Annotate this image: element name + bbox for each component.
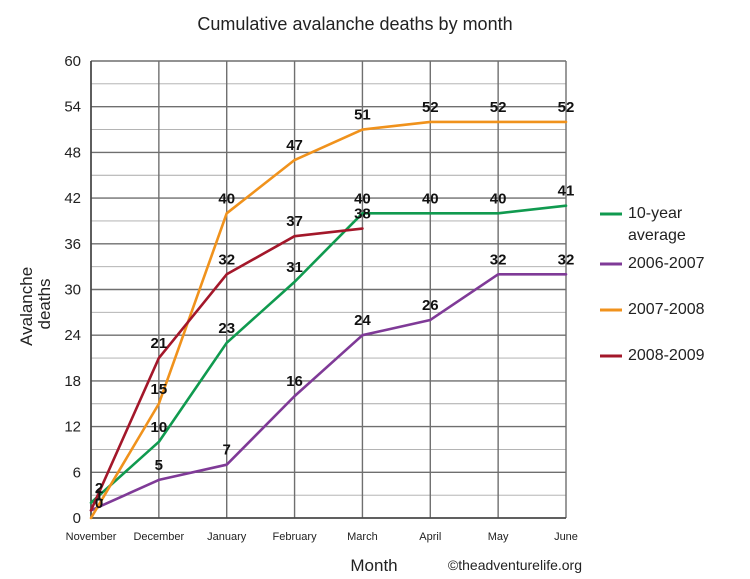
legend-label: 2006-2007 <box>628 255 705 272</box>
data-label: 32 <box>490 251 507 268</box>
data-label: 52 <box>558 99 575 116</box>
data-label: 40 <box>422 190 439 207</box>
data-label: 41 <box>558 183 575 200</box>
data-label: 37 <box>286 213 303 230</box>
y-axis-ticks: 0 6 12 18 24 30 36 42 48 54 60 <box>64 53 81 527</box>
y-tick-label: 18 <box>64 373 81 390</box>
legend: 10-year average 2006-2007 2007-2008 2008-200… <box>600 205 705 364</box>
y-tick-label: 36 <box>64 236 81 253</box>
x-tick-label: December <box>133 531 184 543</box>
data-label: 51 <box>354 107 371 124</box>
y-tick-label: 48 <box>64 144 81 161</box>
series-line-10-year-average <box>89 204 568 505</box>
x-tick-label: March <box>347 531 378 543</box>
data-label: 24 <box>354 312 371 329</box>
data-label: 26 <box>422 297 439 314</box>
data-label: 40 <box>354 190 371 207</box>
series-lines <box>89 120 568 520</box>
data-label: 38 <box>354 206 371 223</box>
x-tick-label: February <box>273 531 318 543</box>
data-label: 5 <box>155 457 163 474</box>
y-tick-label: 6 <box>73 464 81 481</box>
x-tick-label: November <box>66 531 117 543</box>
data-label: 0 <box>95 495 103 512</box>
data-label: 32 <box>218 251 235 268</box>
data-label: 15 <box>151 381 168 398</box>
y-tick-label: 60 <box>64 53 81 70</box>
data-label: 32 <box>558 251 575 268</box>
y-tick-label: 12 <box>64 419 81 436</box>
data-label: 1 <box>95 487 103 504</box>
data-label: 2 <box>95 480 103 497</box>
x-axis-label: Month <box>350 556 397 575</box>
series-line-2006-2007 <box>89 272 568 512</box>
x-tick-label: June <box>554 531 578 543</box>
y-axis-label-line-2: deaths <box>35 278 54 329</box>
data-label: 40 <box>490 190 507 207</box>
x-tick-label: May <box>488 531 509 543</box>
y-axis-label: Avalanche deaths <box>17 262 54 346</box>
y-tick-label: 24 <box>64 327 81 344</box>
legend-label: 10-year <box>628 205 683 222</box>
data-label: 10 <box>151 419 168 436</box>
credit-text: ©theadventurelife.org <box>448 557 582 573</box>
data-label: 7 <box>223 442 231 459</box>
chart-title: Cumulative avalanche deaths by month <box>197 14 512 34</box>
data-label: 16 <box>286 373 303 390</box>
data-label: 21 <box>151 335 168 352</box>
y-tick-label: 54 <box>64 99 81 116</box>
data-label: 47 <box>286 137 303 154</box>
data-label: 31 <box>286 259 303 276</box>
x-axis-ticks: November December January February March Apri… <box>66 531 578 543</box>
legend-label: average <box>628 227 686 244</box>
x-tick-label: April <box>419 531 441 543</box>
data-label: 52 <box>422 99 439 116</box>
data-label: 40 <box>218 190 235 207</box>
series-line-2007-2008 <box>89 120 568 520</box>
grid-lines <box>90 60 567 519</box>
legend-label: 2008-2009 <box>628 347 705 364</box>
data-label: 23 <box>218 320 235 337</box>
data-label: 52 <box>490 99 507 116</box>
y-tick-label: 42 <box>64 190 81 207</box>
y-tick-label: 0 <box>73 510 81 527</box>
series-line-2008-2009 <box>89 227 364 512</box>
legend-label: 2007-2008 <box>628 301 705 318</box>
y-axis-label-line-1: Avalanche <box>17 267 36 346</box>
x-tick-label: January <box>207 531 247 543</box>
y-tick-label: 30 <box>64 282 81 299</box>
